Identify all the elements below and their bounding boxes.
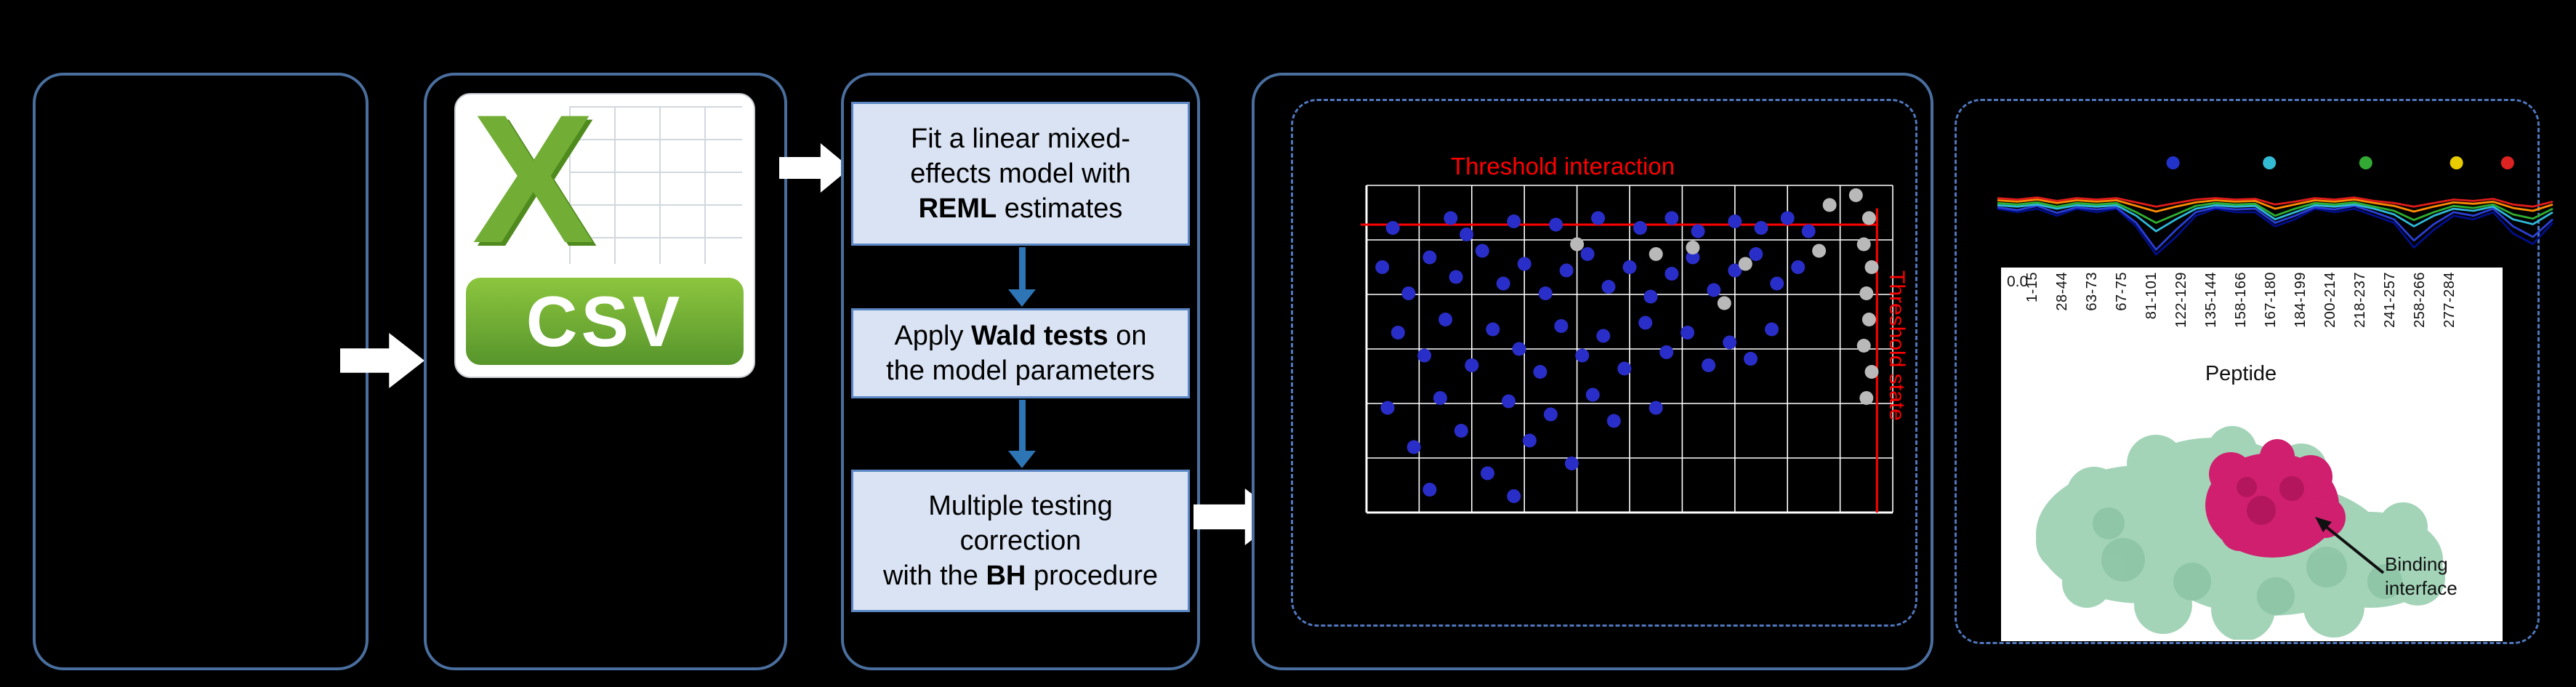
step3-line2: correction [959, 525, 1082, 556]
csv-file-icon: X CSV [454, 93, 755, 378]
step2-bold: Wald tests [971, 320, 1108, 351]
peptide-axis-label: Peptide [2205, 362, 2277, 385]
peptide-tick-label: 81-101 [2144, 272, 2160, 320]
excel-x-logo: X [472, 93, 595, 281]
scatter-dashed-frame [1291, 99, 1917, 627]
peptide-tick-label: 1-15 [2024, 272, 2040, 303]
step2-line2: the model parameters [886, 355, 1155, 386]
peptide-tick-label: 122-129 [2173, 272, 2189, 328]
binding-interface-arrow [2315, 517, 2385, 574]
step1-line2: effects model with [910, 158, 1131, 189]
step-wald-tests: Apply Wald tests on the model parameters [851, 308, 1190, 398]
binding-note-line1: Binding [2385, 553, 2448, 575]
step1-bold: REML [918, 193, 997, 225]
spreadsheet-grid [568, 105, 742, 264]
threshold-interaction-label: Threshold interaction [1450, 153, 1675, 180]
arrow-stem [1018, 247, 1026, 289]
csv-page: X CSV [454, 93, 755, 378]
step3-line3-post: procedure [1026, 561, 1159, 592]
results-plot-panel [1252, 73, 1933, 670]
peptide-tick-label: 218-237 [2352, 272, 2368, 328]
protein-structure-image [2036, 426, 2445, 640]
step-bh-correction-text: Multiple testing correction with the BH … [883, 489, 1158, 594]
step-bh-correction: Multiple testing correction with the BH … [851, 470, 1190, 612]
step3-line3-pre: with the [882, 561, 986, 592]
step3-line1: Multiple testing [928, 490, 1113, 521]
arrow-stem [1018, 400, 1026, 451]
step-arrow-2 [1008, 400, 1036, 468]
peptide-tick-label: 67-75 [2114, 272, 2130, 311]
step2-line1-post: on [1108, 320, 1147, 351]
binding-note-line2: interface [2385, 576, 2458, 599]
flow-arrow-2 [779, 143, 850, 193]
peptide-tick-label: 241-257 [2382, 272, 2398, 328]
binding-interface-annotation: Binding interface [2385, 553, 2458, 600]
step2-line1-pre: Apply [894, 320, 972, 351]
step-wald-tests-text: Apply Wald tests on the model parameters [886, 318, 1155, 389]
peptide-tick-label: 277-284 [2442, 272, 2458, 328]
peptide-tick-label: 258-266 [2412, 272, 2428, 328]
arrow-head [1008, 451, 1036, 468]
peptide-tick-label: 200-214 [2322, 272, 2338, 328]
step-arrow-1 [1008, 247, 1036, 307]
arrow-head [1008, 289, 1036, 307]
step3-bold: BH [986, 561, 1026, 592]
peptide-tick-label: 28-44 [2054, 272, 2070, 311]
step-fit-model: Fit a linear mixed- effects model with R… [851, 102, 1190, 246]
step-fit-model-text: Fit a linear mixed- effects model with R… [910, 121, 1130, 227]
y-axis-tick: 0.0 [2007, 273, 2029, 290]
significance-scatter-plot [1361, 185, 1893, 514]
step1-line1: Fit a linear mixed- [911, 123, 1130, 154]
input-data-panel [33, 73, 369, 670]
peptide-tick-label: 167-180 [2263, 272, 2279, 328]
peptide-tick-label: 135-144 [2203, 272, 2219, 328]
csv-banner-label: CSV [466, 278, 744, 366]
peptide-tick-label: 184-199 [2293, 272, 2309, 328]
threshold-state-label: Threshold state [1885, 270, 1909, 421]
peptide-tick-label: 63-73 [2084, 272, 2100, 311]
peptide-tick-label: 158-166 [2233, 272, 2249, 328]
peptide-plot-panel: 0.0 1-15 28-44 63-73 67-75 81-101 122-129 135-… [2001, 268, 2503, 641]
visualization-dashed-frame [1955, 99, 2540, 644]
uptake-line-chart [1997, 156, 2554, 256]
step1-line3: estimates [997, 193, 1123, 225]
